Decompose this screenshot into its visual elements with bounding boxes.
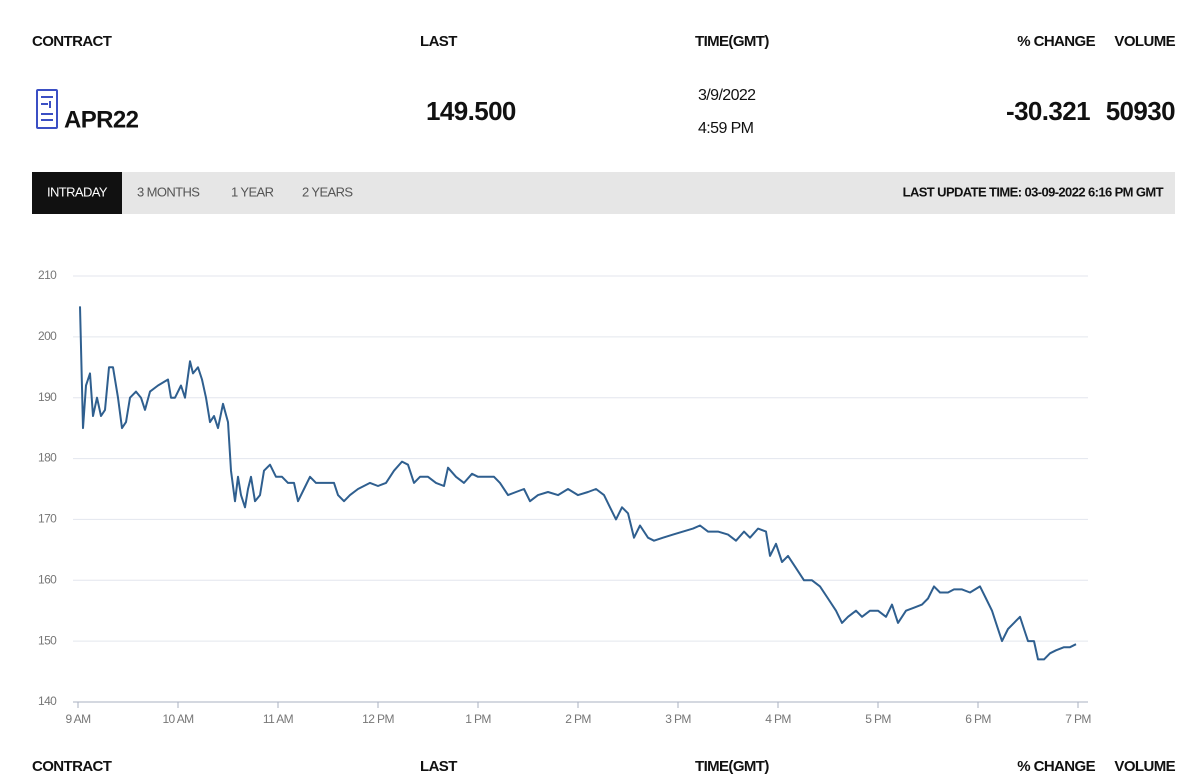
col-change: % CHANGE <box>1017 33 1095 50</box>
price-line <box>79 306 1077 661</box>
footer-header-row: CONTRACT LAST TIME(GMT) % CHANGE VOLUME <box>32 758 1176 775</box>
header-row: CONTRACT LAST TIME(GMT) % CHANGE VOLUME <box>32 33 1176 50</box>
tab-active-bg[interactable] <box>32 172 122 214</box>
x-tick-label: 4 PM <box>765 712 791 726</box>
x-tick-label: 6 PM <box>965 712 991 726</box>
y-tick-label: 190 <box>38 390 57 404</box>
col-contract: CONTRACT <box>32 758 112 775</box>
tab[interactable]: INTRADAY <box>32 172 122 214</box>
contract-icon <box>36 89 58 129</box>
x-tick-label: 12 PM <box>362 712 394 726</box>
y-tick-label: 200 <box>38 329 57 343</box>
y-tick-label: 150 <box>38 633 57 647</box>
x-tick-label: 7 PM <box>1065 712 1091 726</box>
tab-label[interactable]: 1 YEAR <box>231 184 274 199</box>
tab[interactable]: 2 YEARS <box>302 184 354 199</box>
tab-label[interactable]: 2 YEARS <box>302 184 354 199</box>
col-last: LAST <box>420 33 457 50</box>
col-last: LAST <box>420 758 457 775</box>
y-tick-label: 160 <box>38 572 57 586</box>
y-tick-label: 140 <box>38 694 57 708</box>
trade-date: 3/9/2022 <box>698 87 756 104</box>
y-tick-label: 210 <box>38 268 57 282</box>
tab-bar <box>32 172 1175 214</box>
tab-label[interactable]: 3 MONTHS <box>137 184 201 199</box>
x-tick-label: 3 PM <box>665 712 691 726</box>
last-update: LAST UPDATE TIME: 03-09-2022 6:16 PM GMT <box>903 184 1164 199</box>
y-tick-label: 180 <box>38 451 57 465</box>
chart: 140 150 160 170 180 190 200 210 9 AM 10 AM 11 AM 12… <box>38 268 1092 726</box>
tab[interactable]: 3 MONTHS <box>137 184 201 199</box>
y-tick-label: 170 <box>38 512 57 526</box>
col-time: TIME(GMT) <box>695 758 769 775</box>
tab[interactable]: 1 YEAR <box>231 184 274 199</box>
percent-change: -30.321 <box>1006 96 1090 126</box>
col-change: % CHANGE <box>1017 758 1095 775</box>
col-contract: CONTRACT <box>32 33 112 50</box>
tabs: INTRADAY 3 MONTHS 1 YEAR 2 YEARS <box>32 172 354 214</box>
col-volume: VOLUME <box>1114 758 1175 775</box>
tab-label[interactable]: INTRADAY <box>47 184 108 199</box>
x-tick-label: 9 AM <box>66 712 92 726</box>
col-time: TIME(GMT) <box>695 33 769 50</box>
trade-time: 4:59 PM <box>698 120 754 137</box>
contract: APR22 <box>64 106 139 133</box>
last-price: 149.500 <box>426 96 516 126</box>
x-tick-label: 1 PM <box>465 712 491 726</box>
volume: 50930 <box>1106 96 1175 126</box>
x-tick-label: 10 AM <box>162 712 194 726</box>
x-tick-label: 2 PM <box>565 712 591 726</box>
x-tick-label: 5 PM <box>865 712 891 726</box>
col-volume: VOLUME <box>1114 33 1175 50</box>
x-tick-label: 11 AM <box>263 712 294 726</box>
